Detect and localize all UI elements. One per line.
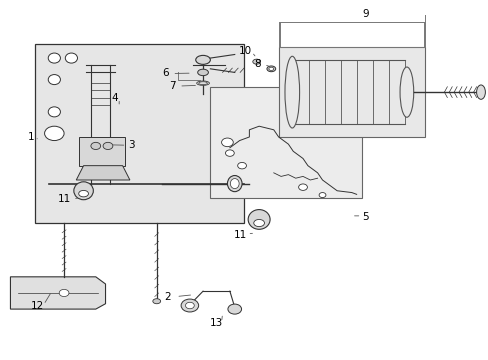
- Text: 6: 6: [162, 68, 168, 78]
- Ellipse shape: [153, 299, 160, 304]
- Ellipse shape: [197, 69, 208, 76]
- Circle shape: [185, 302, 194, 309]
- Text: 8: 8: [254, 59, 261, 69]
- Polygon shape: [76, 166, 130, 180]
- Text: 11: 11: [233, 230, 247, 239]
- Ellipse shape: [48, 75, 61, 85]
- Ellipse shape: [476, 85, 485, 99]
- Ellipse shape: [227, 176, 242, 192]
- Circle shape: [103, 142, 113, 149]
- Text: 12: 12: [31, 301, 44, 311]
- Circle shape: [91, 142, 101, 149]
- Circle shape: [44, 126, 64, 140]
- Ellipse shape: [399, 67, 413, 117]
- Ellipse shape: [285, 56, 299, 128]
- Ellipse shape: [253, 220, 264, 226]
- Polygon shape: [210, 87, 361, 198]
- Text: 13: 13: [209, 319, 223, 328]
- Polygon shape: [10, 277, 105, 309]
- Text: 9: 9: [362, 9, 368, 19]
- Ellipse shape: [266, 66, 275, 72]
- Circle shape: [181, 299, 198, 312]
- Ellipse shape: [252, 59, 260, 64]
- Text: 7: 7: [169, 81, 175, 91]
- Circle shape: [237, 162, 246, 169]
- Circle shape: [298, 184, 307, 190]
- Ellipse shape: [65, 53, 77, 63]
- Text: 10: 10: [239, 46, 251, 56]
- Polygon shape: [278, 47, 424, 137]
- Circle shape: [227, 304, 241, 314]
- Text: 2: 2: [164, 292, 170, 302]
- Circle shape: [221, 138, 233, 147]
- Ellipse shape: [195, 55, 210, 64]
- Ellipse shape: [198, 82, 207, 85]
- Ellipse shape: [196, 81, 209, 85]
- Ellipse shape: [247, 210, 269, 229]
- Text: 1: 1: [27, 132, 34, 142]
- Ellipse shape: [74, 182, 93, 200]
- Circle shape: [59, 289, 69, 297]
- Ellipse shape: [48, 53, 61, 63]
- Ellipse shape: [79, 190, 88, 197]
- Ellipse shape: [268, 67, 273, 71]
- Polygon shape: [35, 44, 244, 223]
- Circle shape: [319, 193, 325, 198]
- Text: 4: 4: [111, 93, 118, 103]
- Circle shape: [225, 150, 234, 156]
- Ellipse shape: [48, 107, 61, 117]
- Text: 3: 3: [128, 140, 134, 150]
- Polygon shape: [79, 137, 125, 166]
- Text: 11: 11: [58, 194, 71, 204]
- Ellipse shape: [230, 179, 239, 189]
- Text: 5: 5: [362, 212, 368, 221]
